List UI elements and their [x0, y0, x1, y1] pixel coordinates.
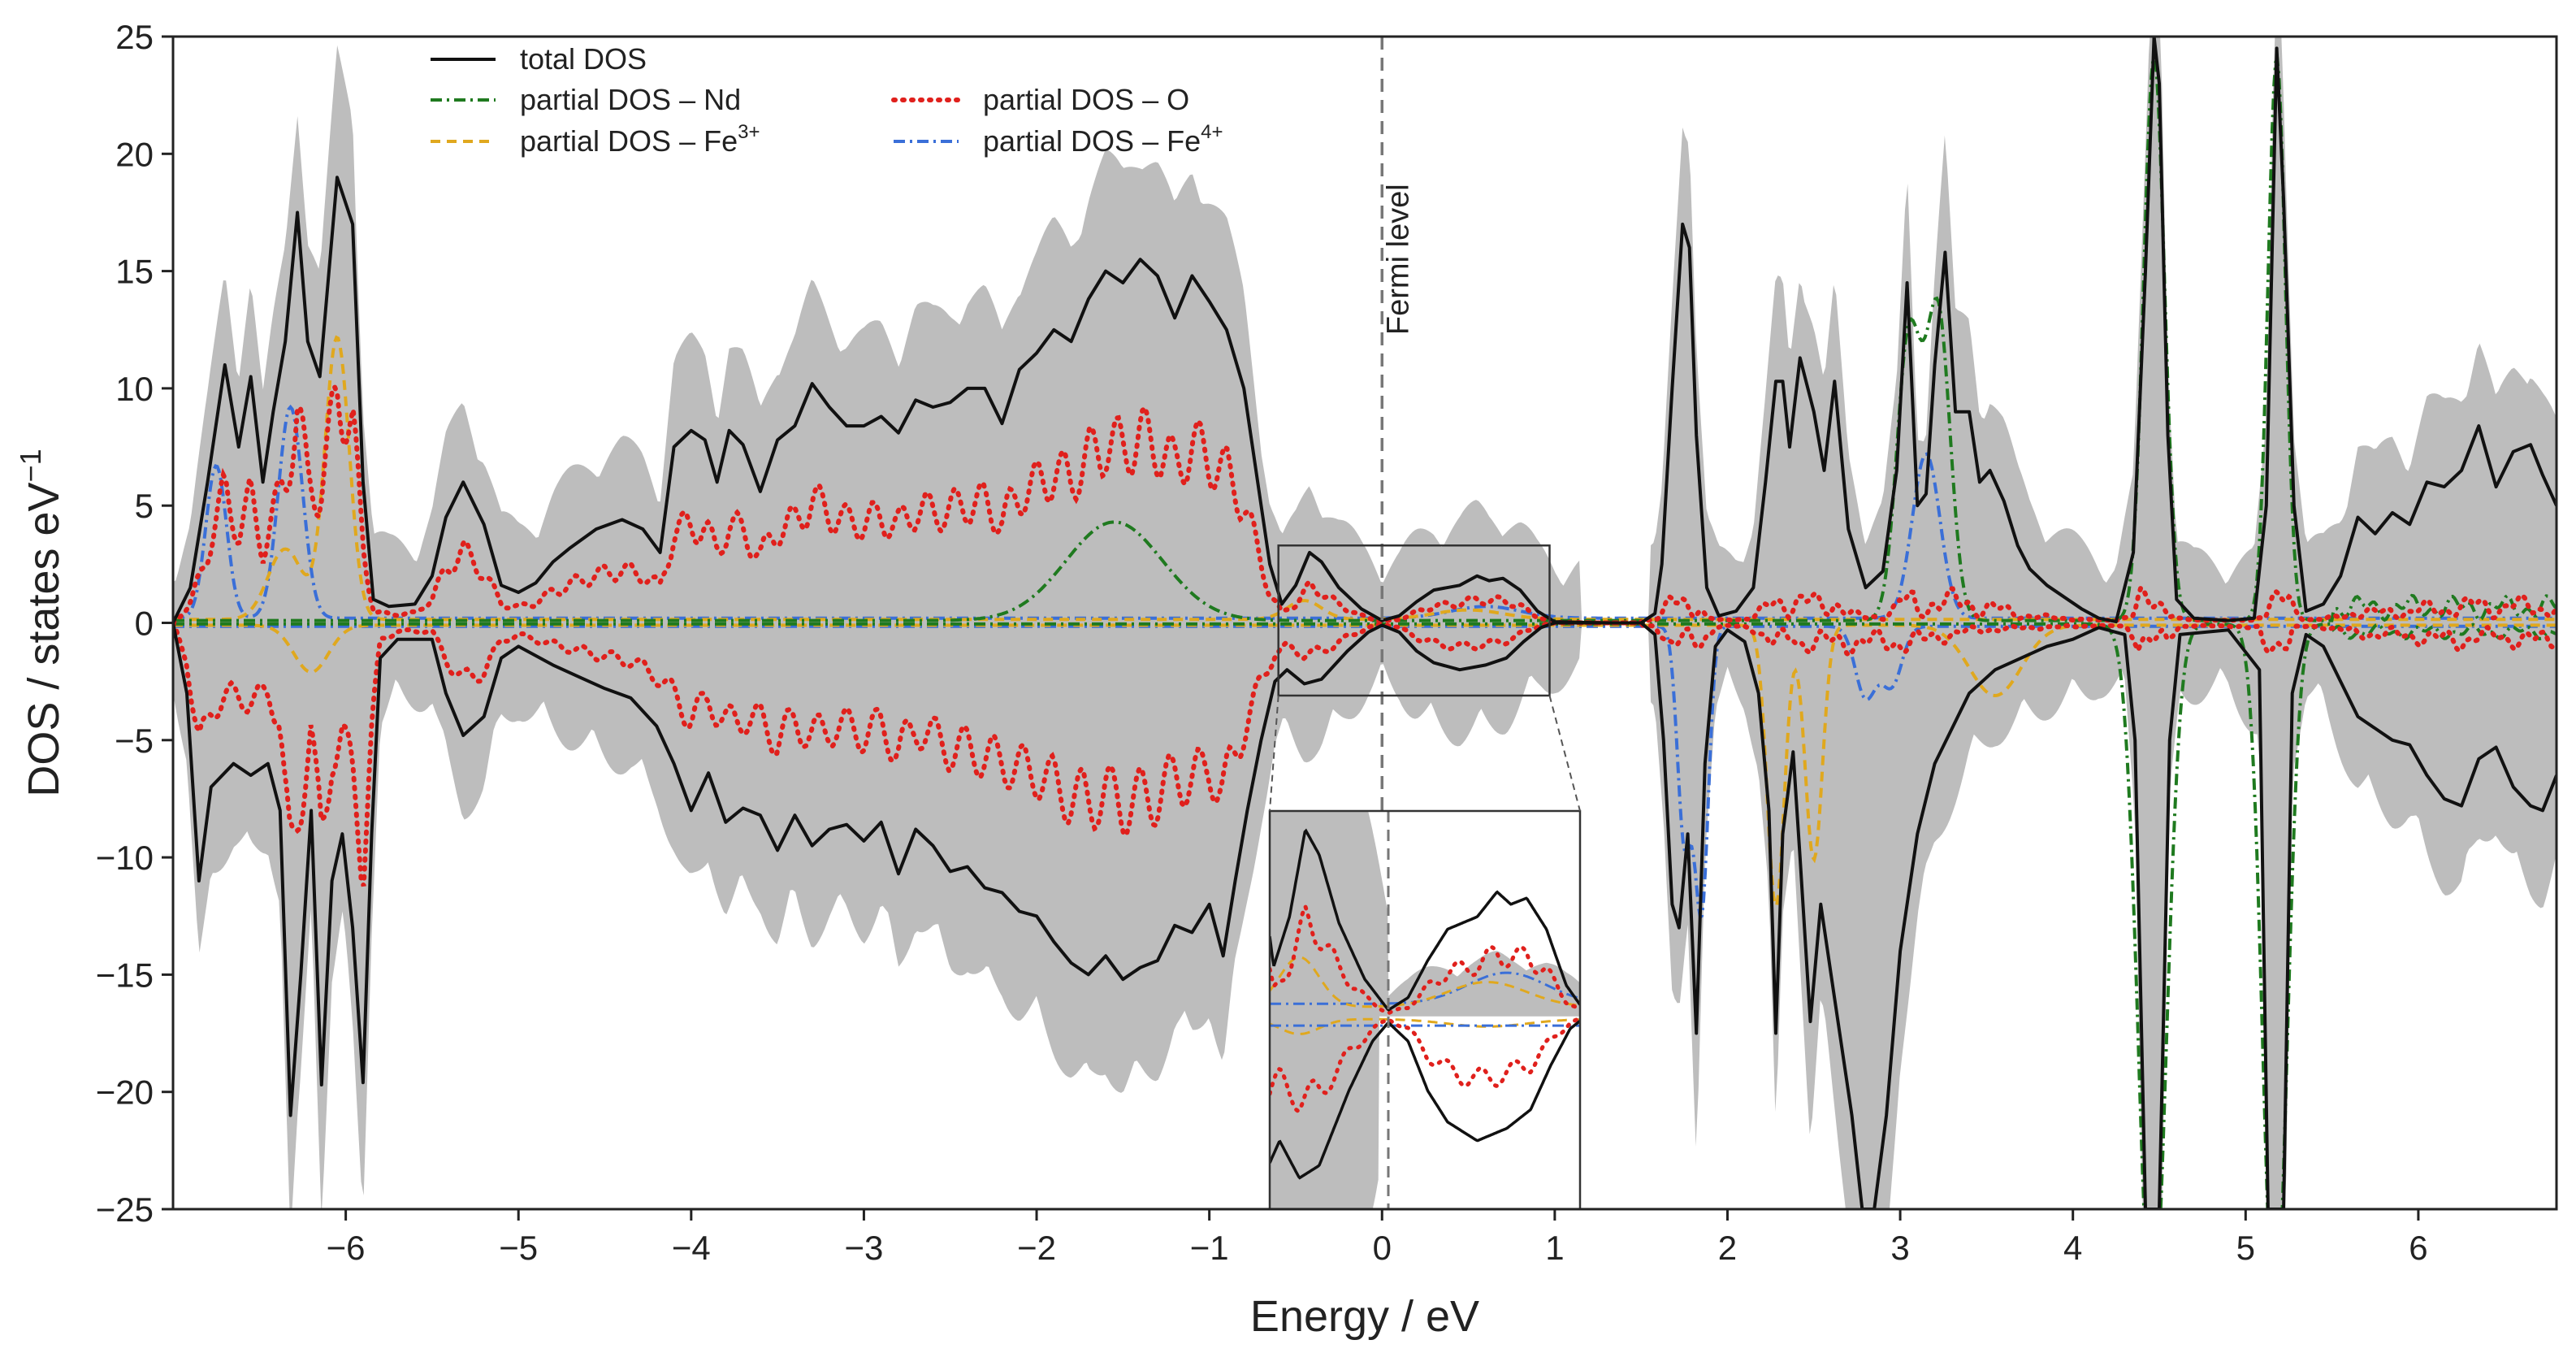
- inset-fe4-spin-up: [1270, 971, 1580, 1005]
- zoom-connector-left: [1269, 695, 1279, 812]
- plot-area: [173, 37, 2557, 1209]
- inset-o-spin-up: [1270, 901, 1580, 1015]
- y-tick-label: −20: [96, 1073, 154, 1112]
- y-tick-label: −10: [96, 839, 154, 877]
- legend-label-superscript: 4+: [1201, 121, 1223, 143]
- inset-shaded-band: [1270, 811, 1580, 1209]
- x-axis-title: Energy / eV: [1250, 1292, 1479, 1341]
- x-tick-label: 1: [1545, 1229, 1564, 1267]
- zoom-connector-right: [1548, 695, 1581, 812]
- series-o-spin-up: [173, 380, 2557, 626]
- series-fe3-spin-down: [173, 623, 2557, 909]
- legend-label-total: total DOS: [520, 42, 647, 76]
- legend-label-text: partial DOS – Nd: [520, 83, 741, 116]
- y-tick-label: −5: [115, 722, 154, 760]
- y-tick-label: 20: [115, 135, 154, 173]
- legend: total DOS partial DOS – Nd partial DOS – F…: [431, 42, 1223, 158]
- series-total-dos-spin-up: [173, 37, 2557, 625]
- x-tick-label: 6: [2409, 1229, 2427, 1267]
- y-tick-label: 5: [135, 487, 154, 525]
- x-tick-label: −3: [844, 1229, 883, 1267]
- y-tick-label: 25: [115, 18, 154, 56]
- x-tick-label: 0: [1373, 1229, 1392, 1267]
- legend-label-text: partial DOS – O: [983, 83, 1189, 116]
- inset-total-spin-up: [1270, 828, 1580, 1012]
- x-tick-label: 5: [2236, 1229, 2255, 1267]
- x-tick-label: −6: [327, 1229, 366, 1267]
- legend-label-text: partial DOS – Fe: [983, 124, 1201, 158]
- zoom-region-box: [1277, 544, 1551, 697]
- legend-label-o: partial DOS – O: [983, 83, 1189, 116]
- y-axis-title-exponent: −1: [14, 449, 47, 482]
- inset-plot: [1270, 811, 1580, 1209]
- x-tick-label: −1: [1190, 1229, 1229, 1267]
- x-tick-label: −4: [672, 1229, 711, 1267]
- x-tick-label: −2: [1017, 1229, 1056, 1267]
- x-tick-label: 3: [1890, 1229, 1909, 1267]
- series-total-dos-spin-down: [173, 621, 2557, 1209]
- y-tick-label: 15: [115, 253, 154, 291]
- x-tick-label: −5: [499, 1229, 538, 1267]
- y-tick-label: −15: [96, 956, 154, 994]
- inset-total-spin-down: [1270, 1020, 1580, 1180]
- series-o-spin-down: [173, 620, 2557, 887]
- inset-o-spin-down: [1270, 1016, 1580, 1113]
- legend-label-text: partial DOS – Fe: [520, 124, 738, 158]
- inset-fe3-spin-down: [1270, 1017, 1580, 1035]
- y-axis-title: DOS / states eV−1: [14, 449, 68, 796]
- legend-label-fe4: partial DOS – Fe4+: [983, 121, 1223, 158]
- fermi-level-label: Fermi level: [1381, 184, 1415, 335]
- legend-label-nd: partial DOS – Nd: [520, 83, 741, 116]
- y-tick-label: −25: [96, 1190, 154, 1229]
- inset-fe3-spin-up: [1270, 956, 1580, 1008]
- legend-label-text: total DOS: [520, 42, 647, 76]
- x-tick-label: 4: [2063, 1229, 2082, 1267]
- y-tick-label: 10: [115, 370, 154, 408]
- y-axis-title-main: DOS / states eV: [19, 482, 68, 796]
- y-tick-label: 0: [135, 605, 154, 643]
- legend-label-fe3: partial DOS – Fe3+: [520, 121, 760, 158]
- shaded-dos-band: [173, 37, 2557, 1209]
- x-tick-label: 2: [1718, 1229, 1737, 1267]
- inset-zoom: [1268, 544, 1582, 1211]
- axes: −6 −5 −4 −3 −2 −1 0 1 2 3 4 5 6−25−20−15−10−50510152…: [96, 18, 2558, 1267]
- legend-label-superscript: 3+: [738, 121, 760, 143]
